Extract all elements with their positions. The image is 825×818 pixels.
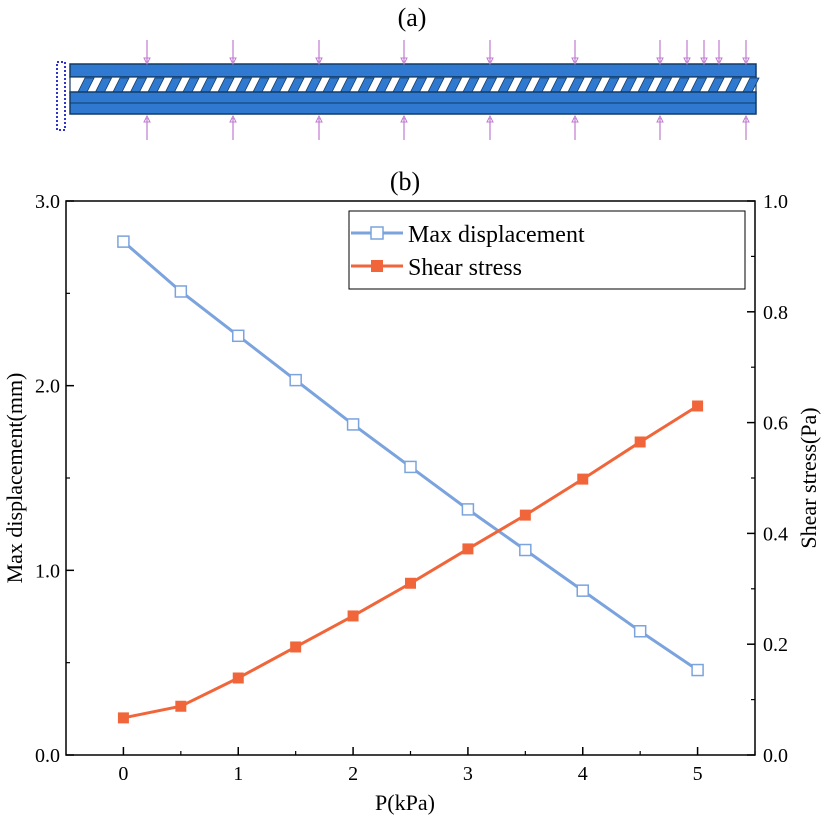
arrow-head xyxy=(486,114,494,123)
arrow-head xyxy=(315,114,323,123)
shear-stress-point xyxy=(405,577,416,589)
legend-marker-open-square xyxy=(370,226,384,240)
series-line-displacement xyxy=(122,240,699,672)
displacement-point xyxy=(461,503,475,516)
x-tick-label: 4 xyxy=(578,763,588,785)
arrow-head xyxy=(715,57,723,66)
legend: Max displacement Shear stress xyxy=(348,210,746,290)
arrow-head xyxy=(656,114,664,123)
displacement-point xyxy=(232,329,245,343)
arrow-head xyxy=(742,57,750,66)
core-struts xyxy=(77,77,760,93)
arrow-head xyxy=(486,57,494,66)
x-tick-label: 2 xyxy=(348,763,358,785)
y2-tick-label: 0.0 xyxy=(763,745,788,767)
displacement-point xyxy=(117,235,130,248)
shear-stress-point xyxy=(290,641,302,653)
y-tick-label: 2.0 xyxy=(35,376,60,398)
arrow-head xyxy=(400,114,408,123)
series-group xyxy=(117,235,704,724)
arrow-head xyxy=(700,57,708,66)
arrow-head xyxy=(400,57,408,66)
x-tick-label: 5 xyxy=(693,763,703,785)
y-tick-label: 0.0 xyxy=(35,745,60,767)
chart-title: (b) xyxy=(390,167,420,196)
displacement-point xyxy=(576,584,589,597)
arrow-head xyxy=(571,57,579,66)
displacement-point xyxy=(633,625,647,638)
shear-stress-point xyxy=(175,700,187,712)
x-tick-label: 0 xyxy=(118,763,128,785)
y2-tick-label: 0.8 xyxy=(763,302,788,324)
y2-tick-label: 0.4 xyxy=(763,523,788,545)
displacement-point xyxy=(691,663,704,677)
displacement-point xyxy=(519,543,532,557)
legend-box xyxy=(348,210,746,290)
shear-stress-point xyxy=(117,712,129,724)
legend-label-displacement: Max displacement xyxy=(408,222,585,248)
shear-stress-point xyxy=(462,543,474,555)
displacement-point xyxy=(289,373,302,387)
beam-model-diagram xyxy=(56,40,760,140)
shear-stress-point xyxy=(577,473,589,485)
top-plate xyxy=(69,63,757,78)
y2-tick-label: 0.2 xyxy=(763,634,788,656)
y2-axis-label: Shear stress(Pa) xyxy=(796,407,821,548)
y-axis-label: Max displacement(mm) xyxy=(2,373,27,584)
displacement-point xyxy=(404,460,417,474)
y2-tick-label: 1.0 xyxy=(763,191,788,213)
arrow-head xyxy=(315,57,323,66)
arrow-head xyxy=(683,57,691,66)
x-tick-label: 1 xyxy=(233,763,243,785)
series-line-shear-stress xyxy=(123,404,699,720)
y-tick-label: 3.0 xyxy=(35,191,60,213)
x-tick-label: 3 xyxy=(463,763,473,785)
legend-label-shear: Shear stress xyxy=(408,255,522,281)
x-axis-label: P(kPa) xyxy=(375,790,435,815)
displacement-point xyxy=(346,418,360,431)
shear-stress-point xyxy=(634,436,646,448)
y-tick-label: 1.0 xyxy=(35,560,60,582)
displacement-point xyxy=(174,285,188,298)
arrow-head xyxy=(571,114,579,123)
axis-ticks: 0 1 2 3 4 5 0.0 1.0 2.0 3.0 0.0 0.2 0.4 0.6 0.8 1.0 xyxy=(35,191,788,785)
legend-marker-filled-square xyxy=(371,260,383,272)
panel-a-label: (a) xyxy=(398,3,427,32)
arrow-head xyxy=(143,57,151,66)
arrow-head xyxy=(656,57,664,66)
shear-stress-point xyxy=(347,610,359,622)
arrow-head xyxy=(742,114,750,123)
load-arrows xyxy=(143,40,750,140)
arrow-head xyxy=(143,114,151,123)
arrow-head xyxy=(229,57,237,66)
y2-tick-label: 0.6 xyxy=(763,413,788,435)
shear-stress-point xyxy=(232,672,244,684)
arrow-head xyxy=(229,114,237,123)
shear-stress-point xyxy=(692,400,704,412)
boundary-constraint-icon xyxy=(56,61,66,131)
shear-stress-point xyxy=(519,509,531,521)
